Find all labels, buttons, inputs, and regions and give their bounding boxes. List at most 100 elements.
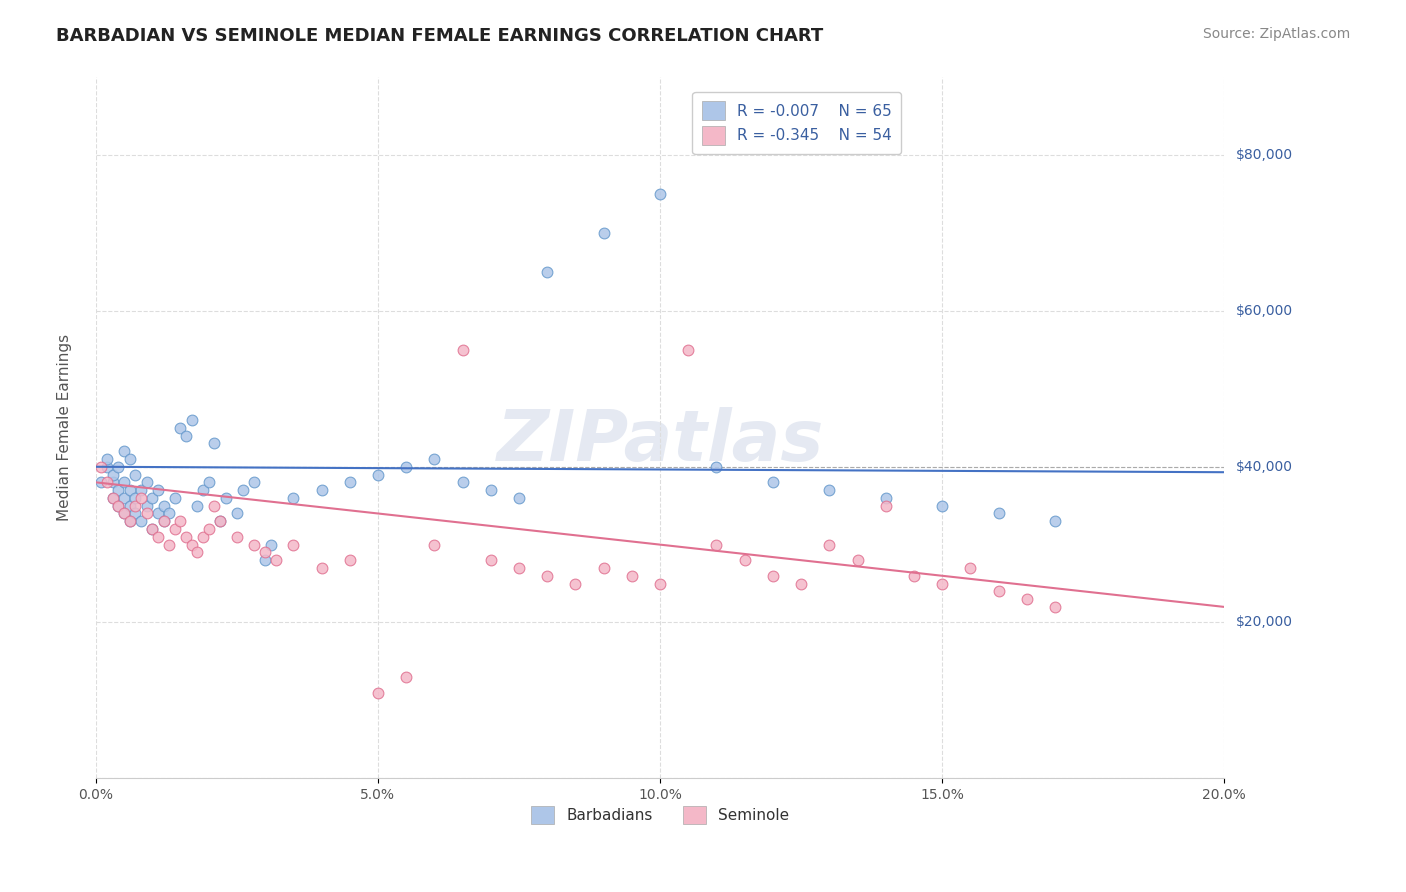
Point — [129, 514, 152, 528]
Point — [174, 530, 197, 544]
Point — [423, 538, 446, 552]
Point — [118, 514, 141, 528]
Point — [508, 561, 530, 575]
Point — [231, 483, 253, 497]
Point — [107, 499, 129, 513]
Point — [112, 475, 135, 490]
Point — [225, 507, 247, 521]
Point — [90, 475, 112, 490]
Point — [90, 459, 112, 474]
Point — [157, 507, 180, 521]
Point — [620, 568, 643, 582]
Point — [266, 553, 288, 567]
Point — [648, 576, 671, 591]
Point — [903, 568, 925, 582]
Point — [180, 538, 202, 552]
Point — [146, 530, 169, 544]
Point — [112, 507, 135, 521]
Point — [146, 507, 169, 521]
Point — [254, 545, 277, 559]
Point — [648, 187, 671, 202]
Point — [118, 452, 141, 467]
Point — [118, 514, 141, 528]
Point — [214, 491, 236, 505]
Text: $40,000: $40,000 — [1236, 459, 1292, 474]
Point — [141, 491, 163, 505]
Point — [592, 226, 614, 240]
Point — [96, 452, 118, 467]
Point — [208, 514, 231, 528]
Point — [846, 553, 869, 567]
Point — [451, 343, 474, 357]
Text: $80,000: $80,000 — [1236, 148, 1292, 162]
Point — [208, 514, 231, 528]
Point — [508, 491, 530, 505]
Point — [163, 491, 186, 505]
Y-axis label: Median Female Earnings: Median Female Earnings — [58, 334, 72, 522]
Point — [243, 475, 266, 490]
Point — [1043, 599, 1066, 614]
Point — [101, 491, 124, 505]
Point — [202, 499, 225, 513]
Point — [931, 576, 953, 591]
Text: ZIPatlas: ZIPatlas — [496, 408, 824, 476]
Point — [536, 265, 558, 279]
Point — [451, 475, 474, 490]
Point — [169, 421, 191, 435]
Point — [1015, 592, 1038, 607]
Point — [112, 444, 135, 458]
Point — [197, 475, 219, 490]
Point — [157, 538, 180, 552]
Point — [762, 568, 785, 582]
Point — [152, 499, 174, 513]
Point — [180, 413, 202, 427]
Point — [678, 343, 700, 357]
Point — [124, 491, 146, 505]
Point — [564, 576, 586, 591]
Point — [146, 483, 169, 497]
Point — [124, 467, 146, 482]
Point — [118, 499, 141, 513]
Point — [135, 499, 157, 513]
Point — [118, 483, 141, 497]
Point — [101, 467, 124, 482]
Point — [395, 459, 418, 474]
Point — [112, 491, 135, 505]
Point — [141, 522, 163, 536]
Point — [260, 538, 283, 552]
Point — [191, 530, 214, 544]
Point — [987, 584, 1010, 599]
Point — [186, 545, 208, 559]
Point — [311, 483, 333, 497]
Point — [931, 499, 953, 513]
Point — [423, 452, 446, 467]
Point — [395, 670, 418, 684]
Point — [202, 436, 225, 450]
Text: BARBADIAN VS SEMINOLE MEDIAN FEMALE EARNINGS CORRELATION CHART: BARBADIAN VS SEMINOLE MEDIAN FEMALE EARN… — [56, 27, 824, 45]
Point — [283, 538, 305, 552]
Point — [107, 483, 129, 497]
Point — [339, 475, 361, 490]
Point — [311, 561, 333, 575]
Point — [186, 499, 208, 513]
Point — [96, 475, 118, 490]
Point — [129, 483, 152, 497]
Point — [163, 522, 186, 536]
Point — [592, 561, 614, 575]
Point — [152, 514, 174, 528]
Point — [197, 522, 219, 536]
Point — [135, 475, 157, 490]
Point — [169, 514, 191, 528]
Point — [129, 491, 152, 505]
Point — [706, 538, 728, 552]
Point — [135, 507, 157, 521]
Point — [875, 491, 897, 505]
Point — [987, 507, 1010, 521]
Point — [367, 685, 389, 699]
Point — [254, 553, 277, 567]
Point — [818, 538, 841, 552]
Point — [367, 467, 389, 482]
Point — [96, 459, 118, 474]
Text: Source: ZipAtlas.com: Source: ZipAtlas.com — [1202, 27, 1350, 41]
Point — [1043, 514, 1066, 528]
